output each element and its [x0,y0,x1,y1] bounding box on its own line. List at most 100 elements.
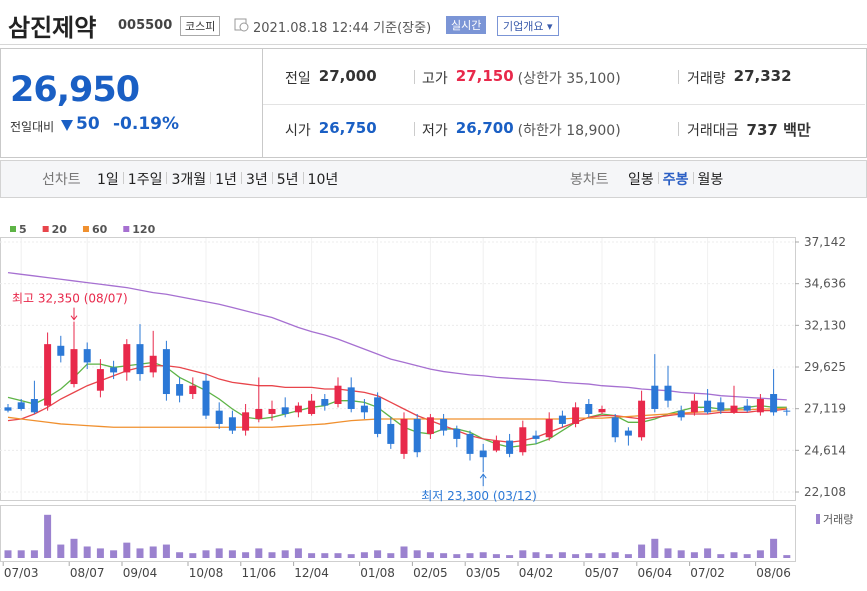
nav-item[interactable]: 3년 [245,172,268,188]
volume-bar [558,552,566,558]
candle-body [611,417,619,438]
volume-bar [215,548,223,558]
stock-code: 005500 [118,18,173,33]
volume-bar [756,550,764,558]
nav-item[interactable]: 주봉 [662,172,689,188]
candle-body [17,402,25,409]
legend-swatch [82,226,89,232]
realtime-button[interactable]: 실시간 [446,16,487,34]
nav-item[interactable]: 10년 [307,172,339,188]
x-tick-label: 08/07 [70,566,105,580]
volume-bar [281,550,289,558]
quote-value: 26,750 [318,119,377,137]
volume-bar [479,552,487,558]
x-tick-label: 09/04 [123,566,158,580]
quote-label: 거래량 [687,71,726,87]
x-tick-label: 01/08 [360,566,395,580]
x-tick-label: 05/07 [585,566,620,580]
candle-body [162,349,170,395]
candle-body [268,408,276,414]
volume-bar [492,554,500,558]
volume-bar [730,552,738,558]
volume-bar [268,552,276,558]
volume-legend-swatch [816,514,820,524]
candle-body [202,380,210,416]
volume-bar [360,552,368,558]
nav-item[interactable]: 1일 [97,172,119,188]
volume-bar [334,553,342,558]
ma-line [7,365,787,443]
candle-body [519,427,527,453]
x-tick-label: 07/03 [4,566,39,580]
candle-body [44,344,52,406]
high-arrowhead [70,315,78,321]
volume-bar [387,553,395,558]
stock-name: 삼진제약 [8,14,97,42]
volume-bar [440,553,448,558]
candle-body [123,344,131,373]
volume-bar [664,548,672,558]
y-tick-label: 34,636 [804,277,846,291]
nav-item[interactable]: 일봉 [628,172,654,188]
candle-body [426,417,434,434]
candle-body [783,410,791,412]
ma-line [7,407,787,428]
clock-icon [234,18,249,32]
candle-body [387,423,395,444]
candle-body [400,418,408,454]
volume-bar [651,538,659,558]
nav-label: 봉차트 [570,172,609,188]
x-tick-label: 07/02 [690,566,725,580]
volume-bar [44,514,52,558]
volume-bar [783,555,791,558]
quote-label: 시가 [285,123,311,139]
low-arrowhead [479,473,487,479]
candle-body [189,385,197,395]
volume-bar [136,548,144,558]
nav-item[interactable]: 3개월 [171,172,207,188]
candle-body [228,417,236,431]
y-tick-label: 32,130 [804,318,846,332]
x-tick-label: 04/02 [519,566,554,580]
candle-body [334,385,342,404]
volume-bar [308,553,316,558]
volume-bar [545,554,553,558]
nav-sep [657,172,659,184]
volume-bar [242,552,250,558]
volume-bar [4,550,12,558]
candle-body [624,430,632,436]
nav-item[interactable]: 1주일 [127,172,163,188]
candle-body [479,450,487,458]
down-arrow [61,120,73,131]
candle-body [492,440,500,451]
quote-value: 27,150 [455,67,514,85]
candle-body [281,407,289,414]
quote-value: 27,000 [318,67,377,85]
candle-body [360,405,368,413]
volume-bar [704,548,712,558]
candle-body [743,405,751,411]
nav-item[interactable]: 1년 [215,172,237,188]
quote-label: 전일 [285,71,311,87]
volume-bar [770,538,778,558]
candle-body [321,399,329,406]
volume-bar [162,544,170,558]
x-tick-label: 12/04 [294,566,329,580]
nav-item[interactable]: 월봉 [697,172,724,188]
nav-sep [166,172,168,184]
candle-body [57,345,65,356]
candle-body [83,349,91,363]
volume-bar [70,538,78,558]
candle-body [717,402,725,411]
overview-button[interactable]: 기업개요 ▾ [497,16,559,36]
legend-label: 20 [52,223,68,236]
volume-bar [677,550,685,558]
candle-body [638,400,646,438]
candle-body [347,387,355,409]
candle-body [30,399,38,413]
current-price: 26,950 [10,70,140,110]
nav-item[interactable]: 5년 [276,172,299,188]
candle-body [532,435,540,439]
x-tick-label: 02/05 [413,566,448,580]
